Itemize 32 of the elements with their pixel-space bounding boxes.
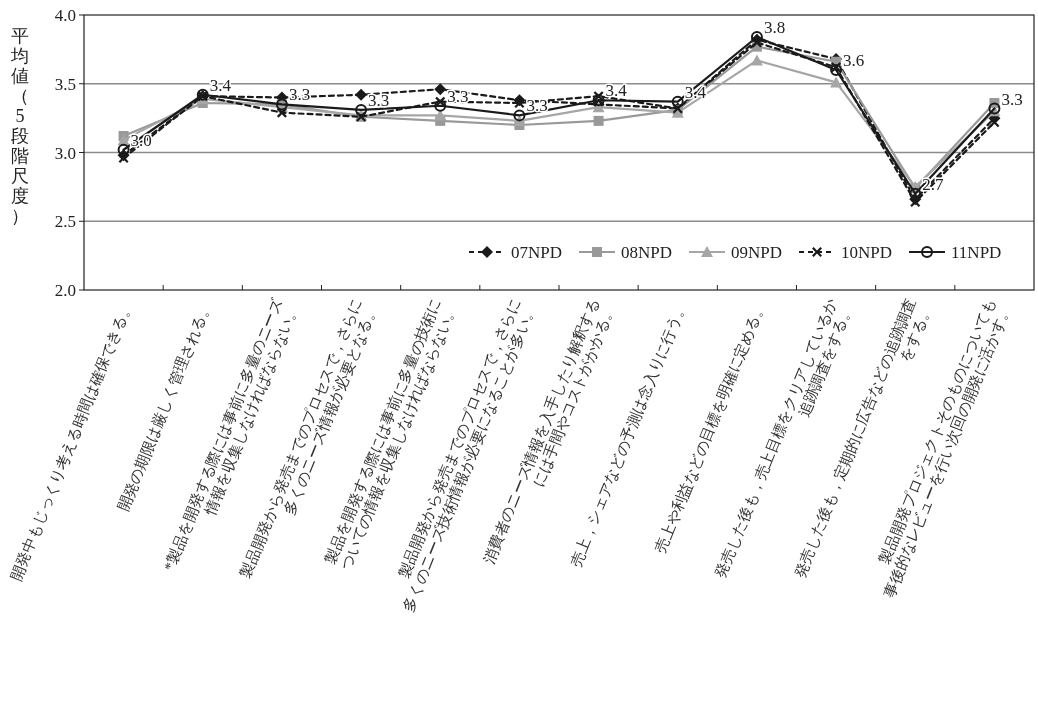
data-label: 3.4 bbox=[684, 82, 707, 102]
point bbox=[434, 83, 447, 96]
data-label: 3.8 bbox=[763, 18, 786, 37]
point bbox=[592, 94, 605, 107]
text: 3.5 bbox=[54, 74, 76, 94]
data-label: 3.4 bbox=[209, 75, 232, 95]
data-label: 3.3 bbox=[368, 90, 390, 110]
text: 3.0 bbox=[54, 143, 76, 163]
point bbox=[434, 99, 447, 112]
point bbox=[750, 54, 763, 66]
legend-label: 08NPD bbox=[621, 243, 673, 262]
point bbox=[355, 88, 368, 101]
point bbox=[355, 103, 368, 116]
legend-label: 11NPD bbox=[951, 243, 1002, 262]
point bbox=[513, 109, 526, 122]
legend-label: 10NPD bbox=[841, 243, 893, 262]
data-label: 3.3 bbox=[447, 86, 469, 106]
text: 2.5 bbox=[54, 212, 76, 232]
text: 2.0 bbox=[54, 281, 76, 300]
data-label: 3.3 bbox=[1001, 89, 1023, 109]
data-label: 3.4 bbox=[605, 81, 628, 101]
point bbox=[593, 115, 604, 126]
point bbox=[514, 98, 525, 108]
point bbox=[830, 76, 843, 88]
legend-label: 09NPD bbox=[731, 243, 783, 262]
point bbox=[671, 95, 684, 108]
point bbox=[276, 107, 287, 118]
text: 4.0 bbox=[54, 6, 76, 25]
data-label: 3.6 bbox=[843, 51, 865, 70]
legend-label: 07NPD bbox=[511, 243, 563, 262]
y-axis-title: 平均値（5段階尺度） bbox=[11, 26, 29, 226]
point bbox=[117, 134, 130, 146]
